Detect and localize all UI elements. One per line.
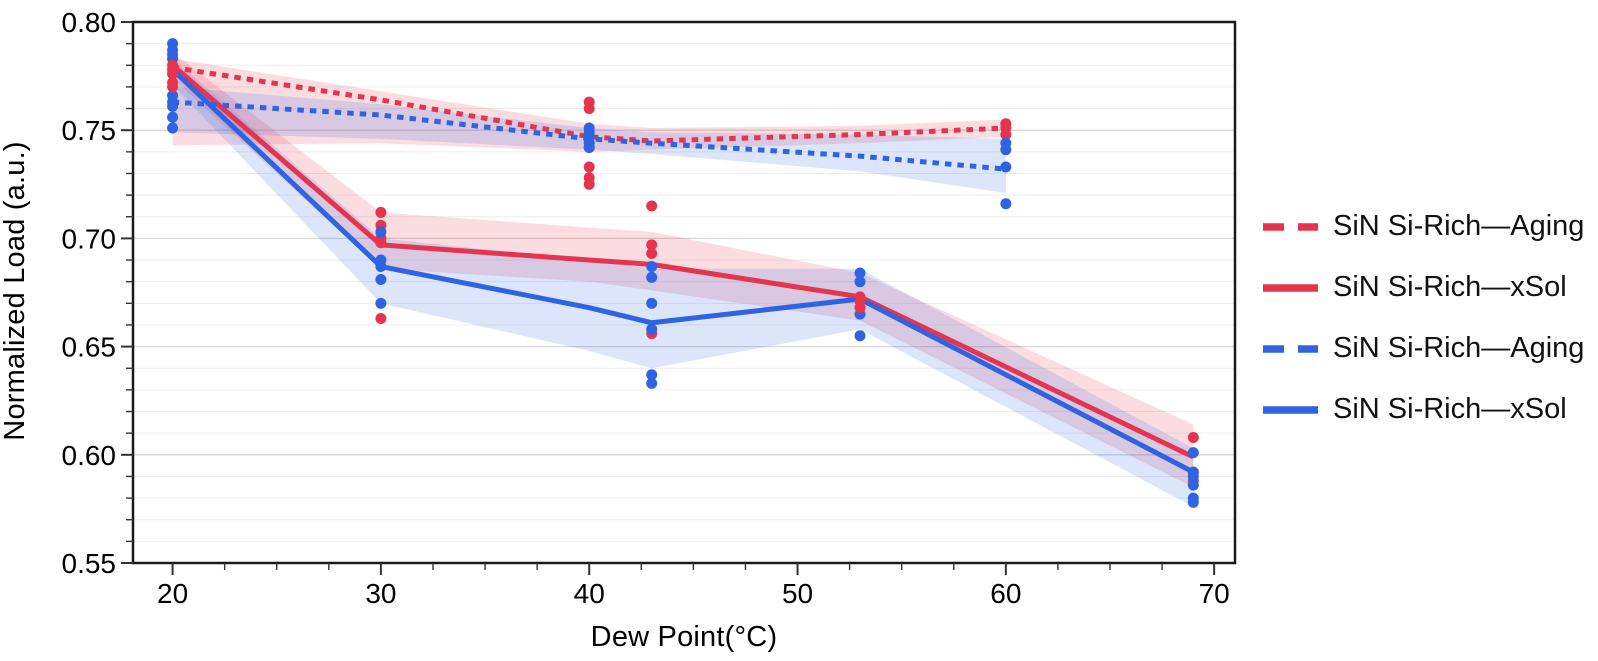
data-point-blue [1187, 447, 1199, 459]
legend-label: SiN Si-Rich—Aging [1333, 332, 1585, 364]
legend-swatch-blue-dashed-line [1263, 344, 1318, 353]
data-point-blue [167, 111, 179, 123]
y-tick-label: 0.75 [62, 115, 117, 146]
plot-border [131, 20, 1237, 565]
trend-lines [170, 63, 1195, 475]
data-point-blue [854, 330, 866, 342]
axis-ticks [121, 21, 1216, 575]
y-tick-label: 0.55 [62, 548, 117, 579]
y-tick-label: 0.80 [62, 7, 117, 38]
data-point-red [375, 206, 387, 218]
band-blue-solid [172, 58, 1194, 507]
confidence-bands [172, 52, 1194, 507]
x-tick-label: 30 [365, 578, 396, 609]
legend-item-red-aging: SiN Si-Rich—Aging [1262, 209, 1584, 244]
y-axis-title: Normalized Load (a.u.) [0, 141, 31, 441]
data-point-blue [646, 323, 658, 335]
y-tick-label: 0.70 [62, 223, 117, 254]
data-point-blue [375, 226, 387, 238]
line-blue-solid [170, 67, 1195, 475]
legend-swatch-red-dashed-line [1263, 222, 1318, 231]
data-point-red [646, 239, 658, 251]
data-point-blue [646, 261, 658, 273]
data-point-blue [375, 261, 387, 273]
legend-label: SiN Si-Rich—xSol [1333, 271, 1567, 303]
data-point-red [167, 81, 179, 93]
line-red-dashed [172, 64, 1006, 144]
legend-item-red-xsol: SiN Si-Rich—xSol [1262, 270, 1584, 305]
data-point-blue [1000, 144, 1012, 156]
data-point-red [375, 237, 387, 249]
x-tick-label: 40 [574, 578, 605, 609]
data-point-red [583, 103, 595, 115]
data-point-blue [167, 122, 179, 134]
data-point-red [646, 248, 658, 260]
data-point-blue [583, 142, 595, 154]
data-point-red [375, 312, 387, 324]
line-blue-dashed [172, 99, 1007, 172]
data-point-red [583, 161, 595, 173]
data-point-blue [854, 276, 866, 288]
x-tick-label: 20 [157, 578, 188, 609]
legend: SiN Si-Rich—Aging SiN Si-Rich—xSol SiN S… [1262, 209, 1584, 427]
line-red-solid [170, 63, 1195, 460]
data-point-blue [646, 271, 658, 283]
data-point-red [854, 302, 866, 314]
x-tick-label: 60 [990, 578, 1021, 609]
tick-labels: 20 30 40 50 60 70 0.55 0.60 0.65 0.70 0.75 0.80 [62, 7, 1230, 609]
data-point-blue [646, 369, 658, 381]
data-point-blue [167, 100, 179, 112]
data-point-blue [1187, 470, 1199, 482]
legend-label: SiN Si-Rich—xSol [1333, 393, 1567, 425]
gridlines [133, 43, 1235, 542]
data-point-blue [1000, 161, 1012, 173]
legend-item-blue-xsol: SiN Si-Rich—xSol [1262, 392, 1584, 427]
legend-label: SiN Si-Rich—Aging [1333, 210, 1585, 242]
legend-swatch-blue-solid-line [1263, 405, 1318, 414]
data-point-red [646, 200, 658, 212]
y-tick-label: 0.60 [62, 440, 117, 471]
data-point-red [1000, 129, 1012, 141]
data-point-blue [854, 267, 866, 279]
data-point-red [583, 178, 595, 190]
data-point-blue [1000, 198, 1012, 210]
legend-item-blue-aging: SiN Si-Rich—Aging [1262, 331, 1584, 366]
legend-swatch-red-solid-line [1263, 283, 1318, 292]
y-tick-label: 0.65 [62, 332, 117, 363]
data-point-blue [646, 297, 658, 309]
data-point-blue [1187, 496, 1199, 508]
data-point-blue [646, 377, 658, 389]
data-point-blue [375, 274, 387, 286]
data-point-red [167, 68, 179, 80]
data-point-blue [375, 297, 387, 309]
data-point-red [1187, 431, 1199, 443]
scatter-points [167, 38, 1199, 508]
x-tick-label: 50 [782, 578, 813, 609]
x-tick-label: 70 [1199, 578, 1230, 609]
x-axis-title: Dew Point(°C) [590, 621, 778, 653]
band-red-dashed [172, 58, 1006, 152]
data-point-blue [1187, 479, 1199, 491]
